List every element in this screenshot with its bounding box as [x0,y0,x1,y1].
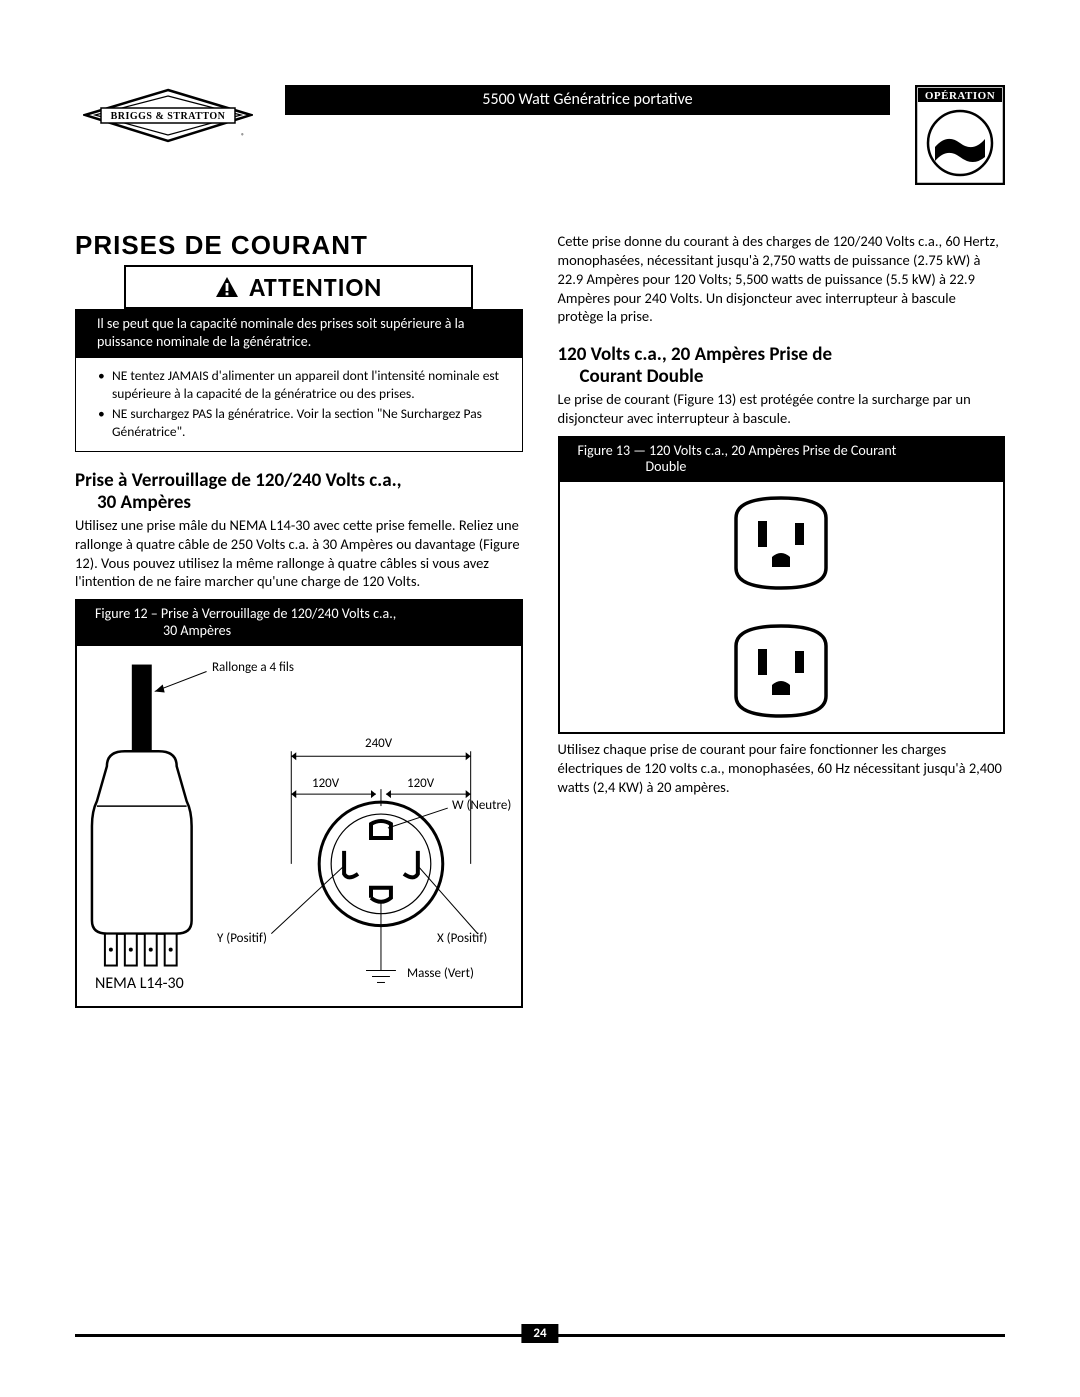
figure-13-caption: Figure 13 — 120 Volts c.a., 20 Ampères P… [560,438,1004,483]
warning-triangle-icon [215,276,239,298]
fig12-label-120v-b: 120V [407,776,434,791]
duplex-paragraph-2: Utilisez chaque prise de courant pour fa… [558,740,1006,797]
fig12-label-120v-a: 120V [312,776,339,791]
fig12-label-y: Y (Positif) [217,931,267,946]
right-intro-paragraph: Cette prise donne du courant à des charg… [558,232,1006,326]
subheading-line1: Prise à Verrouillage de 120/240 Volts c.… [75,469,402,492]
figure-12-caption: Figure 12 – Prise à Verrouillage de 120/… [77,601,521,646]
attention-label: ATTENTION [249,271,382,303]
subheading-line2: Courant Double [558,366,1006,388]
nema-plug-diagram-icon [77,646,521,1006]
subheading-locking-outlet: Prise à Verrouillage de 120/240 Volts c.… [75,470,523,514]
subheading-line1: 120 Volts c.a., 20 Ampères Prise de [558,343,833,366]
right-column: Cette prise donne du courant à des charg… [558,230,1006,1008]
svg-text:OPÉRATION: OPÉRATION [925,90,995,102]
duplex-outlet-bottom-icon [726,621,836,721]
content-columns: PRISES DE COURANT ATTENTION Il se peut q… [75,230,1005,1008]
operation-badge-icon: OPÉRATION [915,85,1005,185]
figure-12-diagram: Rallonge a 4 fils 240V 120V 120V W (Neut… [77,646,521,1006]
operation-badge: OPÉRATION [915,85,1005,185]
figure-13: Figure 13 — 120 Volts c.a., 20 Ampères P… [558,436,1006,735]
attention-intro-text: Il se peut que la capacité nominale des … [75,309,523,358]
fig12-label-masse: Masse (Vert) [407,966,474,981]
briggs-stratton-logo-icon: BRIGGS & STRATTON ® [83,88,253,143]
document-title: 5500 Watt Génératrice portative [285,85,890,115]
left-column: PRISES DE COURANT ATTENTION Il se peut q… [75,230,523,1008]
bullet-item: NE surchargez PAS la génératrice. Voir l… [98,405,508,440]
page-number: 24 [521,1324,558,1343]
duplex-paragraph-1: Le prise de courant (Figure 13) est prot… [558,390,1006,428]
fig12-cap-line1: Figure 12 – Prise à Verrouillage de 120/… [95,605,396,622]
fig12-label-nema: NEMA L14-30 [95,974,184,993]
fig13-cap-line1: Figure 13 — 120 Volts c.a., 20 Ampères P… [578,442,897,459]
subheading-line2: 30 Ampères [75,492,523,514]
fig12-label-rallonge: Rallonge a 4 fils [212,660,294,675]
fig12-cap-line2: 30 Ampères [95,623,513,640]
figure-12: Figure 12 – Prise à Verrouillage de 120/… [75,599,523,1008]
svg-text:®: ® [241,131,245,140]
figure-13-diagram [560,482,1004,732]
locking-outlet-paragraph: Utilisez une prise mâle du NEMA L14-30 a… [75,516,523,591]
attention-bullets: NE tentez JAMAIS d'alimenter un appareil… [75,358,523,452]
section-heading-outlets: PRISES DE COURANT [75,230,523,261]
duplex-outlet-top-icon [726,493,836,593]
fig12-label-w: W (Neutre) [452,798,511,813]
bullet-item: NE tentez JAMAIS d'alimenter un appareil… [98,367,508,402]
brand-logo: BRIGGS & STRATTON ® [75,85,260,145]
subheading-duplex-outlet: 120 Volts c.a., 20 Ampères Prise de Cour… [558,344,1006,388]
page-header: BRIGGS & STRATTON ® 5500 Watt Génératric… [75,85,1005,185]
fig13-cap-line2: Double [578,459,996,476]
fig12-label-240v: 240V [365,736,392,751]
fig12-label-x: X (Positif) [437,931,487,946]
attention-banner: ATTENTION [124,265,473,309]
svg-text:BRIGGS & STRATTON: BRIGGS & STRATTON [110,111,225,122]
